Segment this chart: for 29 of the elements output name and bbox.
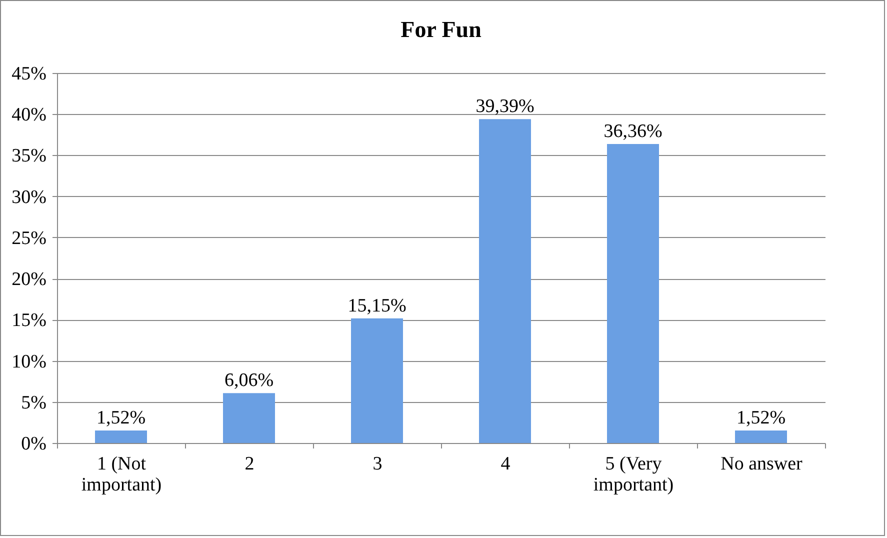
y-tick-label: 45%	[12, 64, 47, 84]
chart-title: For Fun	[400, 17, 482, 42]
y-tick-label: 25%	[12, 228, 47, 249]
x-tick-label: No answer	[720, 454, 804, 474]
bar	[735, 430, 787, 443]
data-label: 36,36%	[604, 121, 662, 142]
y-tick-label: 20%	[12, 269, 47, 290]
bar	[223, 393, 275, 443]
data-label: 15,15%	[348, 295, 406, 316]
y-tick-label: 5%	[21, 392, 47, 414]
y-tick-label: 15%	[12, 310, 47, 332]
y-tick-label: 40%	[12, 104, 47, 126]
y-tick-label: 30%	[12, 186, 47, 208]
bar	[479, 119, 531, 443]
data-label: 39,39%	[476, 96, 534, 118]
y-tick-label: 35%	[12, 146, 47, 167]
x-tick-label: 2	[244, 454, 254, 474]
data-label: 6,06%	[224, 370, 274, 392]
x-tick-label: 5 (Very important)	[593, 454, 674, 496]
y-tick-label: 0%	[21, 434, 47, 454]
data-label: 1,52%	[96, 408, 146, 428]
x-tick-label: 4	[500, 454, 511, 474]
data-label: 1,52%	[736, 408, 786, 428]
y-tick-label: 10%	[12, 351, 47, 372]
x-tick-label: 1 (Not important)	[81, 454, 162, 496]
bar	[351, 318, 403, 443]
x-tick-label: 3	[372, 454, 382, 474]
bar	[607, 144, 659, 443]
bar	[95, 430, 147, 443]
